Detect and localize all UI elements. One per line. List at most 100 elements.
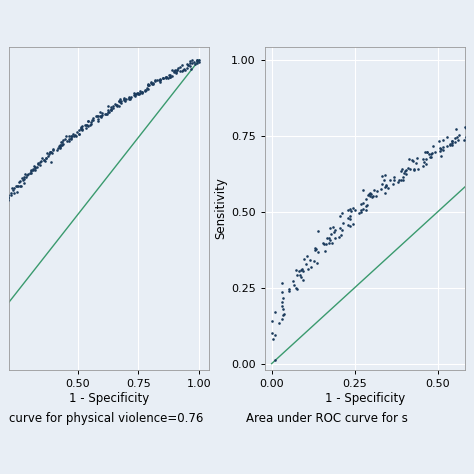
Point (42, 154, 50, 162)
Point (366, 190, 374, 197)
Point (385, 184, 392, 191)
Point (8, 184, 16, 192)
Point (268, 329, 275, 337)
Point (310, 257, 318, 264)
Point (59, 140, 66, 148)
Point (344, 221, 351, 228)
Point (0, 207, 5, 215)
Point (59, 137, 67, 144)
Point (156, 76, 164, 84)
Point (297, 273, 304, 281)
Point (189, 59, 196, 66)
Point (16, 178, 24, 185)
Point (176, 64, 184, 71)
Point (195, 58, 202, 66)
Point (186, 60, 194, 67)
Point (390, 173, 398, 181)
Point (270, 335, 277, 343)
Point (362, 207, 369, 214)
Point (115, 97, 123, 105)
Point (292, 284, 300, 292)
Point (472, 123, 474, 130)
Point (107, 106, 115, 114)
Point (183, 64, 191, 72)
Point (33, 164, 41, 171)
Point (141, 87, 149, 94)
Point (38, 155, 46, 162)
Point (84, 122, 92, 130)
Point (345, 206, 352, 213)
Point (401, 168, 409, 175)
Point (344, 214, 352, 222)
Point (357, 206, 365, 213)
Point (360, 199, 367, 206)
Point (419, 162, 427, 169)
Point (272, 308, 279, 316)
Point (437, 145, 444, 152)
Point (295, 267, 303, 274)
Point (191, 58, 198, 66)
Point (99, 109, 106, 117)
Point (366, 192, 374, 200)
Point (176, 67, 184, 75)
Point (105, 102, 112, 109)
Point (320, 240, 328, 247)
Point (347, 207, 355, 215)
Point (466, 125, 474, 132)
Point (402, 166, 410, 174)
Point (293, 285, 301, 293)
Point (148, 80, 156, 88)
Point (41, 157, 49, 164)
Point (336, 224, 344, 231)
Point (46, 148, 54, 155)
Point (125, 94, 133, 102)
Point (465, 127, 473, 134)
Point (85, 117, 92, 125)
Point (156, 78, 164, 85)
Point (293, 271, 301, 278)
Point (73, 133, 80, 140)
Point (99, 111, 106, 119)
Point (120, 95, 128, 103)
Point (326, 240, 333, 247)
Point (9, 186, 17, 193)
Point (27, 166, 34, 174)
Point (125, 95, 133, 103)
Point (360, 206, 367, 213)
Point (70, 132, 77, 140)
Point (61, 136, 68, 143)
Point (303, 252, 310, 260)
Point (104, 106, 111, 114)
Point (166, 73, 174, 81)
Point (363, 201, 371, 209)
Point (400, 176, 407, 183)
Point (184, 61, 191, 69)
Point (55, 143, 63, 150)
Point (145, 82, 152, 89)
Point (121, 97, 129, 105)
Point (78, 125, 86, 133)
Point (13, 189, 20, 196)
Point (151, 77, 159, 85)
Point (193, 57, 201, 65)
Point (280, 311, 287, 319)
Point (121, 94, 128, 102)
Point (162, 74, 169, 82)
Point (188, 56, 196, 64)
Point (453, 133, 460, 140)
Point (46, 148, 54, 155)
Point (116, 98, 124, 106)
Point (77, 125, 85, 132)
Point (8, 191, 15, 199)
Point (21, 176, 28, 183)
Point (365, 190, 373, 198)
Point (173, 66, 181, 73)
Point (7, 189, 15, 197)
Point (446, 140, 454, 148)
Text: curve for physical violence=0.76: curve for physical violence=0.76 (9, 412, 204, 425)
Point (40, 156, 48, 164)
Point (268, 317, 275, 325)
Point (180, 66, 187, 73)
Point (4, 196, 12, 203)
Point (321, 248, 328, 255)
